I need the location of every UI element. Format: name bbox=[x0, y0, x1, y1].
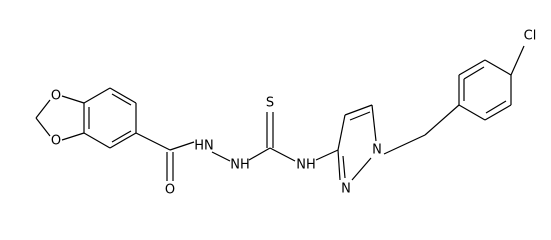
atom-label: HN bbox=[194, 139, 214, 154]
atom-labels: O O O HN NH S NH N N Cl bbox=[51, 29, 536, 198]
molecule: O O O HN NH S NH N N Cl bbox=[35, 29, 536, 198]
atom-label: O bbox=[165, 183, 175, 198]
atom-label: O bbox=[51, 89, 61, 104]
atom-label: NH bbox=[230, 158, 250, 173]
bonds bbox=[35, 45, 525, 181]
atom-label: O bbox=[51, 134, 61, 149]
atom-label: S bbox=[266, 96, 274, 111]
atom-label: N bbox=[341, 182, 351, 197]
atom-label: Cl bbox=[524, 29, 537, 44]
atom-label: NH bbox=[296, 158, 316, 173]
atom-label: N bbox=[372, 143, 382, 158]
